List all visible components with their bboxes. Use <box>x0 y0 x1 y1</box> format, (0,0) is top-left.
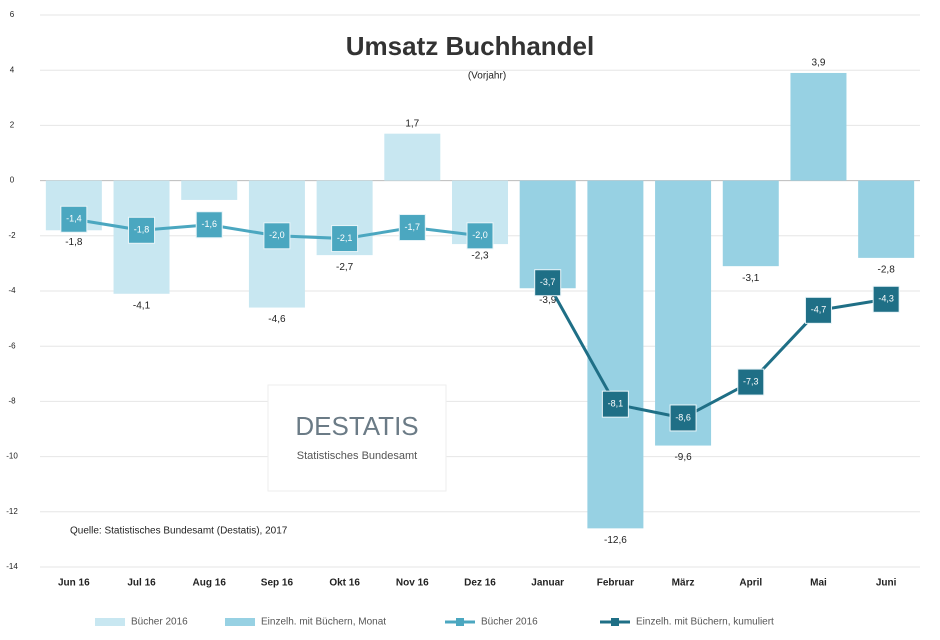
bar <box>790 72 847 181</box>
bar-value-label: -4,6 <box>268 314 286 325</box>
legend-label: Bücher 2016 <box>481 617 538 628</box>
line-value-label: -2,0 <box>269 230 285 240</box>
line-value-label: -1,8 <box>134 225 150 235</box>
bar <box>181 180 238 200</box>
bar-value-label: -3,1 <box>742 273 760 284</box>
legend-label: Einzelh. mit Büchern, kumuliert <box>636 617 774 628</box>
x-tick-label: Nov 16 <box>396 578 429 589</box>
line-marker <box>60 205 88 233</box>
line-marker <box>466 222 494 250</box>
x-tick-label: Januar <box>531 578 564 589</box>
y-tick-label: -8 <box>8 397 16 406</box>
logo-subtitle: Statistisches Bundesamt <box>297 450 417 462</box>
bar-value-label: -2,8 <box>878 265 896 276</box>
legend-swatch <box>95 618 125 626</box>
x-tick-label: Aug 16 <box>193 578 227 589</box>
bar-value-label: -9,6 <box>674 452 692 463</box>
y-tick-label: -14 <box>6 562 18 571</box>
line-marker <box>872 285 900 313</box>
x-tick-label: Sep 16 <box>261 578 294 589</box>
line-value-label: -7,3 <box>743 376 759 386</box>
line-marker <box>737 368 765 396</box>
bar-value-label: 1,7 <box>405 118 419 129</box>
line-value-label: -2,1 <box>337 233 353 243</box>
legend-label: Bücher 2016 <box>131 617 188 628</box>
x-tick-label: Dez 16 <box>464 578 496 589</box>
y-tick-label: -6 <box>8 341 16 350</box>
legend-label: Einzelh. mit Büchern, Monat <box>261 617 386 628</box>
legend-swatch <box>456 618 464 626</box>
bar-value-label: -12,6 <box>604 535 627 546</box>
source: Quelle: Statistisches Bundesamt (Destati… <box>70 526 288 537</box>
y-tick-label: -12 <box>6 507 18 516</box>
line-value-label: -1,4 <box>66 214 82 224</box>
line-marker <box>128 216 156 244</box>
y-tick-label: 4 <box>10 65 15 74</box>
y-tick-label: 6 <box>10 10 15 19</box>
x-tick-label: Juni <box>876 578 897 589</box>
logo-name: DESTATIS <box>295 411 418 441</box>
line-value-label: -4,3 <box>878 294 894 304</box>
bar-value-label: -2,3 <box>471 251 489 262</box>
chart-title: Umsatz Buchhandel <box>346 31 595 61</box>
line-value-label: -8,6 <box>675 412 691 422</box>
bar <box>384 133 441 181</box>
x-tick-label: Okt 16 <box>329 578 360 589</box>
y-tick-label: -4 <box>8 286 16 295</box>
y-tick-label: 2 <box>10 121 15 130</box>
bar <box>722 180 779 267</box>
x-tick-label: Jul 16 <box>127 578 156 589</box>
line-marker <box>601 390 629 418</box>
line-marker <box>534 269 562 297</box>
line-marker <box>195 211 223 239</box>
line-marker <box>804 296 832 324</box>
logo-box <box>267 384 447 492</box>
line-value-label: -1,7 <box>405 222 421 232</box>
y-tick-label: -2 <box>8 231 16 240</box>
x-tick-label: Jun 16 <box>58 578 90 589</box>
legend-swatch <box>225 618 255 626</box>
bar-value-label: -4,1 <box>133 300 151 311</box>
bar-value-label: -3,9 <box>539 295 557 306</box>
bar-value-label: -2,7 <box>336 262 354 273</box>
line-value-label: -2,0 <box>472 230 488 240</box>
bar-value-label: -1,8 <box>65 237 83 248</box>
x-tick-label: Februar <box>597 578 634 589</box>
legend-swatch <box>611 618 619 626</box>
line-marker <box>331 225 359 253</box>
bar <box>655 180 712 446</box>
line-value-label: -1,6 <box>201 219 217 229</box>
x-tick-label: April <box>739 578 762 589</box>
line-marker <box>263 222 291 250</box>
line-value-label: -3,7 <box>540 277 556 287</box>
line-value-label: -8,1 <box>608 399 624 409</box>
y-tick-label: -10 <box>6 452 18 461</box>
bar <box>587 180 644 529</box>
x-tick-label: Mai <box>810 578 827 589</box>
line-marker <box>669 404 697 432</box>
bar <box>858 180 915 258</box>
bar-value-label: 3,9 <box>812 58 826 69</box>
line-marker <box>398 214 426 242</box>
x-tick-label: März <box>672 578 695 589</box>
y-tick-label: 0 <box>10 176 15 185</box>
chart-subtitle: (Vorjahr) <box>468 71 506 82</box>
line-value-label: -4,7 <box>811 305 827 315</box>
